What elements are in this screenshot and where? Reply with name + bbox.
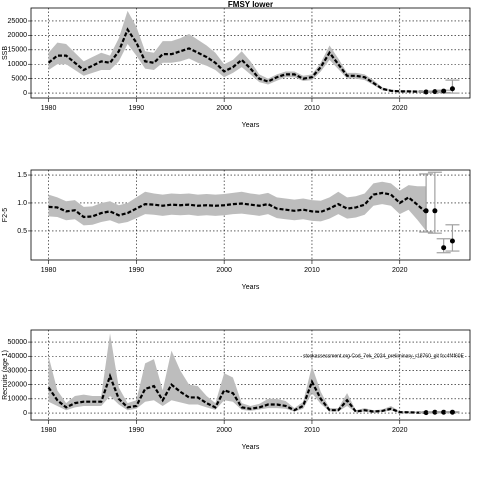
y-axis-label: Recruits (age 1) (2, 350, 9, 400)
y-tick-label: 1.5 (17, 172, 27, 179)
x-tick-label: 2000 (216, 427, 232, 434)
projection-point (449, 409, 455, 415)
panel: 1980 1990 2000 2010 2020 0 10000 20000 30000 4000… (2, 329, 471, 451)
y-axis-label: SSB (2, 46, 9, 60)
x-tick-label: 1990 (129, 267, 145, 274)
x-tick-label: 1980 (41, 427, 57, 434)
y-axis-label: F2-5 (2, 208, 9, 223)
projection-point (423, 410, 429, 416)
projection-point (423, 208, 429, 214)
projection-point (432, 208, 438, 214)
projection-point (423, 89, 429, 95)
x-tick-label: 2000 (216, 105, 232, 112)
y-tick-label: 50000 (8, 339, 28, 346)
estimate-line (47, 372, 427, 414)
x-tick-label: 2010 (304, 427, 320, 434)
y-tick-label: 5000 (11, 76, 27, 83)
x-tick-label: 2010 (304, 267, 320, 274)
x-axis-label: Years (242, 122, 260, 129)
x-tick-label: 2020 (392, 105, 408, 112)
plot-frame (30, 169, 471, 261)
x-tick-label: 1990 (129, 427, 145, 434)
x-tick-label: 2010 (304, 105, 320, 112)
projection-point (441, 88, 447, 94)
y-tick-label: 10000 (8, 61, 28, 68)
x-tick-label: 2020 (392, 427, 408, 434)
y-tick-label: 0 (23, 90, 27, 97)
estimate-line (48, 191, 427, 219)
y-tick-label: 20000 (8, 381, 28, 388)
panel: 1980 1990 2000 2010 2020 0 5000 10000 15000 20000… (2, 0, 471, 129)
confidence-band (48, 333, 427, 414)
projection-point (432, 89, 438, 95)
y-tick-label: 10000 (8, 396, 28, 403)
plot-frame (30, 329, 471, 421)
y-tick-label: 0 (23, 410, 27, 417)
x-axis-label: Years (242, 284, 260, 291)
x-tick-label: 1980 (41, 267, 57, 274)
projection-point (432, 409, 438, 415)
panel: 1980 1990 2000 2010 2020 0.5 1.0 1.5 Years F2-5 (2, 169, 471, 291)
x-tick-label: 2000 (216, 267, 232, 274)
chart-title: FMSY lower (228, 0, 273, 9)
y-tick-label: 30000 (8, 367, 28, 374)
y-tick-label: 15000 (8, 47, 28, 54)
projection-point (449, 238, 455, 244)
projection-point (441, 245, 447, 251)
x-tick-label: 1980 (41, 105, 57, 112)
annotation: stockassessment.org Cod_7ek_2024_prelimi… (303, 353, 465, 359)
x-tick-label: 2020 (392, 267, 408, 274)
confidence-band (48, 181, 427, 231)
x-axis-label: Years (242, 444, 260, 451)
y-tick-label: 25000 (8, 18, 28, 25)
y-tick-label: 40000 (8, 353, 28, 360)
plot-frame (30, 7, 471, 99)
estimate-line (47, 27, 427, 94)
y-tick-label: 1.0 (17, 200, 27, 207)
y-tick-label: 20000 (8, 32, 28, 39)
x-tick-label: 1990 (129, 105, 145, 112)
projection-point (449, 86, 455, 92)
y-tick-label: 0.5 (17, 228, 27, 235)
projection-point (441, 409, 447, 415)
